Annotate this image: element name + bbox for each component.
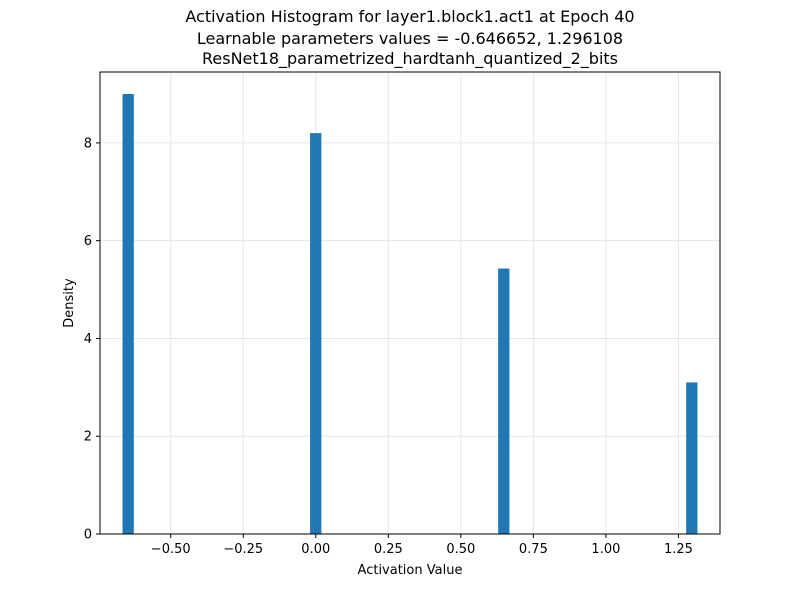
- x-axis-label: Activation Value: [358, 563, 463, 578]
- x-tick-label-6: 1.00: [591, 542, 620, 557]
- x-axis-ticks: −0.50 −0.25 0.00 0.25 0.50 0.75 1.00 1.25: [151, 534, 693, 557]
- plot-area-frame: [99, 71, 721, 535]
- y-tick-label-3: 6: [84, 234, 92, 249]
- y-tick-label-2: 4: [84, 332, 92, 347]
- grid-lines: [100, 72, 720, 535]
- x-tick-label-5: 0.75: [519, 542, 548, 557]
- chart-title: Activation Histogram for layer1.block1.a…: [185, 7, 634, 69]
- y-axis-ticks: 0 2 4 6 8: [84, 136, 100, 543]
- chart-title-line-2: Learnable parameters values = -0.646652,…: [197, 29, 623, 48]
- y-tick-label-4: 8: [84, 136, 92, 151]
- x-tick-label-4: 0.50: [446, 542, 475, 557]
- x-tick-label-2: 0.00: [301, 542, 330, 557]
- y-tick-label-0: 0: [84, 528, 92, 543]
- y-tick-label-1: 2: [84, 430, 92, 445]
- chart-title-line-3: ResNet18_parametrized_hardtanh_quantized…: [202, 49, 618, 69]
- histogram-bar-1: [310, 133, 322, 534]
- histogram-bar-3: [686, 382, 698, 534]
- chart-title-line-1: Activation Histogram for layer1.block1.a…: [185, 7, 634, 26]
- histogram-bars: [122, 94, 698, 534]
- x-tick-label-3: 0.25: [374, 542, 403, 557]
- histogram-bar-0: [122, 94, 134, 534]
- x-tick-label-1: −0.25: [223, 542, 263, 557]
- y-axis-label: Density: [62, 278, 77, 328]
- x-tick-label-0: −0.50: [151, 542, 191, 557]
- x-tick-label-7: 1.25: [664, 542, 693, 557]
- histogram-bar-2: [498, 268, 510, 534]
